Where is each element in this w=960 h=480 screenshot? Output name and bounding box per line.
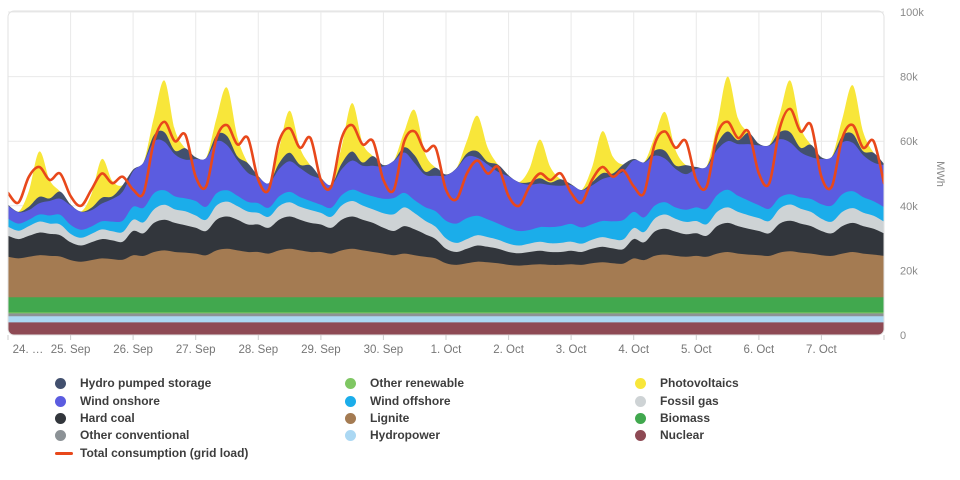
wind-offshore-color-swatch	[345, 395, 356, 407]
legend-label: Photovoltaics	[660, 376, 739, 391]
y-axis: 0 20k 40k 60k 80k 100k MWh	[900, 7, 946, 342]
x-axis-label: 25. Sep	[51, 344, 91, 356]
wind-onshore-color-swatch	[55, 395, 66, 407]
other-renewable-color-swatch	[345, 378, 356, 390]
legend-dot-marker	[635, 412, 654, 424]
legend-dot-marker	[635, 395, 654, 407]
x-axis-label: 27. Sep	[176, 344, 216, 356]
x-axis-label: 26. Sep	[113, 344, 153, 356]
x-axis-label: 30. Sep	[364, 344, 404, 356]
legend-dot-marker	[345, 395, 364, 407]
legend-line-marker	[55, 451, 74, 455]
legend-dot-marker	[55, 430, 74, 442]
x-axis-label: 2. Oct	[493, 344, 524, 356]
legend-item-photovoltaics[interactable]: Photovoltaics	[635, 375, 739, 392]
plot-layers	[8, 76, 884, 335]
legend-label: Fossil gas	[660, 393, 719, 408]
legend-item-wind-offshore[interactable]: Wind offshore	[345, 392, 464, 409]
x-axis-label: 1. Oct	[431, 344, 462, 356]
legend-label: Other conventional	[80, 428, 190, 443]
x-axis-label: 5. Oct	[681, 344, 712, 356]
legend-label: Wind offshore	[370, 393, 451, 408]
y-axis-label: 0	[900, 330, 906, 342]
legend-label: Total consumption (grid load)	[80, 445, 249, 460]
x-axis-label: 3. Oct	[556, 344, 587, 356]
legend-dot-marker	[635, 378, 654, 390]
lignite-color-swatch	[345, 412, 356, 424]
legend-column-3: Photovoltaics Fossil gas Biomass Nuclear	[635, 375, 739, 445]
y-axis-label: 20k	[900, 265, 918, 277]
x-axis: 24. … 25. Sep 26. Sep 27. Sep 28. Sep 29. Sep…	[7, 335, 885, 356]
legend-dot-marker	[345, 430, 364, 442]
area-nuclear	[8, 322, 884, 335]
y-axis-label: 80k	[900, 72, 918, 84]
fossil-gas-color-swatch	[635, 395, 646, 407]
photovoltaics-color-swatch	[635, 378, 646, 390]
hydro-pumped-storage-color-swatch	[55, 378, 66, 390]
hard-coal-color-swatch	[55, 412, 66, 424]
x-axis-label: 29. Sep	[301, 344, 341, 356]
legend-label: Wind onshore	[80, 393, 160, 408]
legend-dot-marker	[55, 412, 74, 424]
legend-label: Hydro pumped storage	[80, 376, 212, 391]
line-total-consumption-grid-load	[8, 107, 884, 208]
y-axis-unit-label: MWh	[934, 161, 946, 187]
legend-item-hard-coal[interactable]: Hard coal	[55, 410, 248, 427]
legend-dot-marker	[345, 378, 364, 390]
generation-chart-panel: 24. … 25. Sep 26. Sep 27. Sep 28. Sep 29. Sep…	[7, 7, 946, 356]
legend-item-total-consumption-grid-load[interactable]: Total consumption (grid load)	[55, 445, 248, 462]
legend-label: Nuclear	[660, 428, 705, 443]
legend-label: Hydropower	[370, 428, 441, 443]
other-conventional-color-swatch	[55, 430, 66, 442]
legend-dot-marker	[635, 430, 654, 442]
legend-item-other-renewable[interactable]: Other renewable	[345, 375, 464, 392]
biomass-color-swatch	[635, 412, 646, 424]
generation-stacked-area-chart: 24. … 25. Sep 26. Sep 27. Sep 28. Sep 29. Sep…	[7, 7, 946, 356]
hydropower-color-swatch	[345, 430, 356, 442]
y-axis-label: 60k	[900, 136, 918, 148]
legend-item-other-conventional[interactable]: Other conventional	[55, 427, 248, 444]
legend-label: Biomass	[660, 410, 711, 425]
legend-dot-marker	[55, 395, 74, 407]
nuclear-color-swatch	[635, 430, 646, 442]
legend-label: Other renewable	[370, 376, 465, 391]
legend-dot-marker	[345, 412, 364, 424]
legend-item-nuclear[interactable]: Nuclear	[635, 427, 739, 444]
x-axis-label: 4. Oct	[618, 344, 649, 356]
legend-item-hydropower[interactable]: Hydropower	[345, 427, 464, 444]
x-axis-label: 6. Oct	[744, 344, 775, 356]
legend-item-lignite[interactable]: Lignite	[345, 410, 464, 427]
legend-item-hydro-pumped-storage[interactable]: Hydro pumped storage	[55, 375, 248, 392]
x-axis-label: 28. Sep	[238, 344, 278, 356]
y-axis-label: 40k	[900, 201, 918, 213]
legend-column-1: Hydro pumped storage Wind onshore Hard coa…	[55, 375, 248, 462]
chart-legend: Hydro pumped storage Wind onshore Hard coa…	[0, 375, 960, 475]
legend-label: Hard coal	[80, 410, 135, 425]
legend-column-2: Other renewable Wind offshore Lignite Hydro…	[345, 375, 464, 445]
legend-item-wind-onshore[interactable]: Wind onshore	[55, 392, 248, 409]
y-axis-label: 100k	[900, 7, 924, 19]
x-axis-label: 7. Oct	[806, 344, 837, 356]
legend-item-biomass[interactable]: Biomass	[635, 410, 739, 427]
legend-dot-marker	[55, 378, 74, 390]
total-consumption-grid-load-color-swatch	[55, 451, 73, 455]
legend-item-fossil-gas[interactable]: Fossil gas	[635, 392, 739, 409]
x-axis-label: 24. …	[13, 344, 44, 356]
plot-area[interactable]	[8, 11, 884, 335]
legend-label: Lignite	[370, 410, 410, 425]
